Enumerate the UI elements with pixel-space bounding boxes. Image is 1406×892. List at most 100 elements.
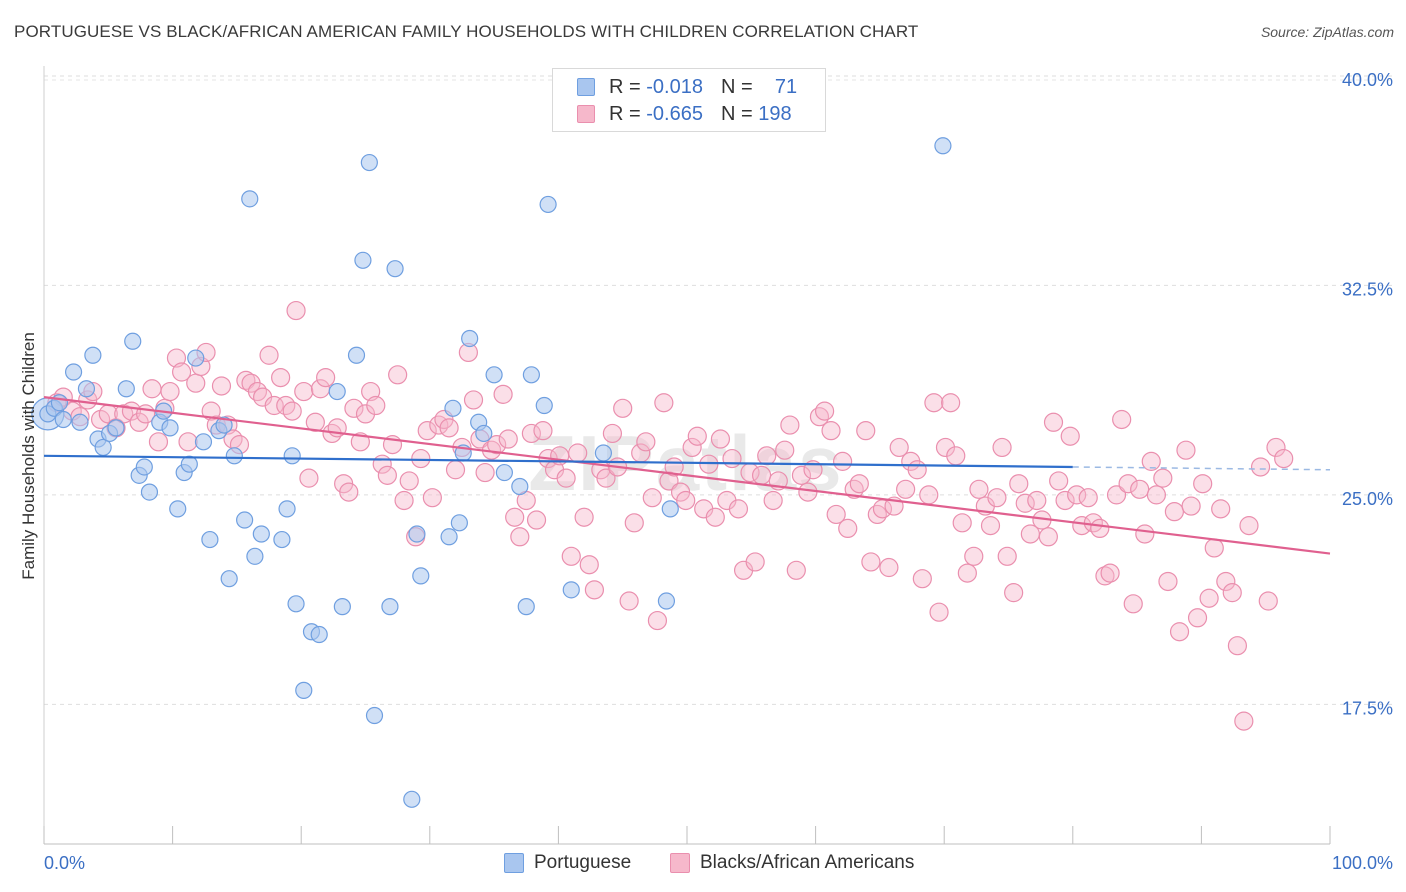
black-swatch (577, 105, 595, 123)
black-data-point (1193, 474, 1213, 494)
black-data-point (1227, 636, 1248, 656)
black-data-point (377, 465, 397, 485)
black-data-point (1043, 412, 1064, 432)
black-data-point (1123, 594, 1143, 614)
y-tick-label: 40.0% (1342, 70, 1393, 90)
black-data-point (299, 468, 319, 488)
black-data-point (264, 395, 284, 416)
portuguese-data-point (252, 525, 270, 543)
black-data-point (1153, 468, 1173, 488)
black-data-point (596, 468, 616, 488)
portuguese-data-point (539, 195, 557, 214)
portuguese-data-point (594, 444, 613, 462)
n-label: N = (720, 102, 753, 125)
black-data-point (1141, 451, 1161, 471)
black-data-point (619, 591, 639, 611)
black-data-point (687, 426, 707, 446)
portuguese-points (31, 137, 952, 808)
black-data-point (722, 448, 742, 469)
portuguese-data-point (450, 514, 468, 532)
black-data-point (236, 370, 256, 390)
y-tick-label: 32.5% (1342, 279, 1393, 299)
portuguese-data-point (169, 500, 187, 518)
portuguese-data-point (403, 790, 421, 808)
portuguese-data-point (328, 382, 346, 401)
portuguese-trend-line (43, 454, 1073, 469)
r-label: R = (609, 75, 641, 98)
black-data-point (1106, 485, 1127, 505)
black-data-point (286, 300, 306, 321)
portuguese-data-point (475, 424, 493, 443)
black-data-point (247, 381, 268, 402)
black-data-point (757, 446, 777, 466)
black-data-point (510, 527, 530, 547)
black-data-point (294, 381, 314, 402)
black-data-point (1199, 588, 1219, 608)
black-data-point (1015, 493, 1035, 513)
black-data-point (366, 395, 386, 416)
portuguese-data-point (71, 413, 89, 431)
chart-title: PORTUGUESE VS BLACK/AFRICAN AMERICAN FAM… (14, 22, 919, 41)
black-data-point (964, 546, 984, 566)
portuguese-data-point (408, 525, 426, 543)
portuguese-data-point (124, 332, 142, 350)
black-data-point (745, 552, 765, 572)
y-axis-label: Family Households with Children (19, 332, 38, 580)
black-data-point (1258, 591, 1278, 611)
black-data-point (493, 384, 513, 404)
legend-row-black: R = -0.665 N = 198 (577, 102, 792, 126)
black-data-point (568, 443, 588, 463)
black-data-point (941, 393, 961, 413)
black-data-point (751, 465, 772, 485)
black-data-point (498, 429, 518, 449)
black-data-point (624, 513, 644, 533)
portuguese-data-point (180, 455, 198, 473)
n-value: 198 (758, 102, 792, 125)
black-data-point (775, 440, 795, 460)
black-data-point (1146, 485, 1166, 505)
portuguese-data-point (241, 190, 259, 208)
black-data-point (1095, 566, 1115, 586)
n-label: N = (720, 75, 753, 98)
black-data-point (1164, 502, 1184, 522)
black-data-point (957, 563, 977, 583)
black-data-point (1274, 448, 1294, 469)
black-data-point (439, 418, 459, 438)
black-data-point (574, 507, 594, 527)
black-data-point (1176, 440, 1196, 460)
x-tick-label: 100.0% (1332, 853, 1393, 873)
black-data-point (1222, 583, 1242, 603)
y-tick-label: 25.0% (1342, 489, 1393, 509)
black-data-point (907, 460, 927, 480)
black-data-point (710, 429, 731, 449)
black-data-point (1169, 622, 1190, 642)
black-data-point (1130, 479, 1150, 499)
black-data-point (1009, 474, 1029, 494)
black-data-point (879, 557, 899, 578)
black-data-point (676, 490, 696, 511)
black-data-point (417, 421, 437, 441)
portuguese-data-point (117, 380, 135, 398)
portuguese-data-point (50, 394, 69, 412)
black-data-point (211, 376, 232, 396)
black-data-point (339, 482, 359, 502)
black-data-point (1211, 499, 1231, 519)
portuguese-data-point (225, 447, 243, 465)
portuguese-data-point (661, 500, 679, 518)
black-data-point (613, 398, 633, 418)
black-data-point (889, 437, 909, 458)
black-data-point (791, 465, 812, 485)
correlation-legend: R = -0.018 N = 71 R = -0.665 N = 198 (552, 68, 826, 132)
r-value: -0.018 (646, 75, 703, 98)
portuguese-data-point (522, 366, 540, 384)
black-data-point (160, 381, 180, 402)
black-data-point (786, 560, 806, 580)
portuguese-data-point (77, 380, 96, 398)
portuguese-data-point (562, 581, 580, 599)
black-data-point (1204, 538, 1224, 558)
black-data-point (463, 390, 484, 410)
black-data-point (867, 504, 887, 525)
portuguese-data-point (201, 530, 219, 549)
portuguese-data-point (283, 447, 301, 465)
